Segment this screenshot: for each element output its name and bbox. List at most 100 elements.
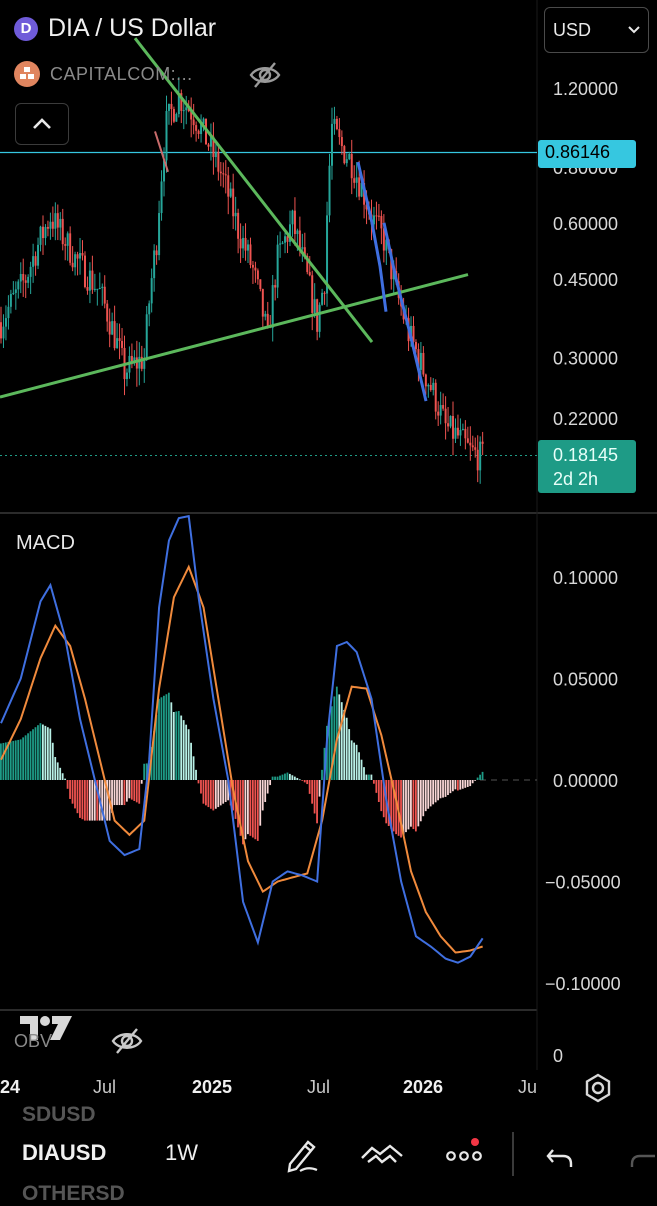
chart-settings-button[interactable]: [583, 1073, 613, 1108]
time-axis[interactable]: 24 Jul 2025 Jul 2026 Ju: [0, 1077, 537, 1097]
hide-indicators-button[interactable]: [248, 58, 282, 97]
macd-histogram-bar: [180, 715, 183, 780]
macd-histogram-bar: [239, 780, 242, 836]
price-candle: [335, 118, 338, 130]
drawing-tools-button[interactable]: [284, 1136, 320, 1179]
macd-histogram-bar: [222, 780, 225, 804]
price-candle: [148, 303, 151, 315]
macd-histogram-bar: [286, 772, 289, 780]
macd-histogram-bar: [249, 780, 252, 836]
macd-histogram-bar: [214, 780, 217, 809]
templates-button[interactable]: [360, 1136, 404, 1179]
price-candle: [456, 427, 459, 436]
price-candle: [217, 151, 220, 172]
price-candle: [469, 442, 472, 446]
symbol-title-row[interactable]: D DIA / US Dollar: [14, 14, 216, 43]
gear-icon: [585, 1073, 611, 1103]
macd-histogram-bar: [266, 780, 269, 794]
macd-histogram-bar: [321, 769, 323, 780]
price-candle: [261, 289, 264, 317]
short-trendline[interactable]: [154, 131, 169, 173]
macd-histogram-bar: [291, 775, 294, 780]
macd-histogram-bar: [155, 714, 158, 780]
price-axis-tick-label: 0.22000: [553, 409, 618, 429]
price-candle: [86, 287, 89, 291]
price-candle: [103, 286, 106, 304]
price-candle: [76, 254, 79, 259]
obv-legend-label: OBV: [14, 1030, 53, 1051]
interval-button[interactable]: 1W: [165, 1140, 198, 1165]
macd-histogram-bar: [34, 727, 37, 780]
macd-histogram-bar: [271, 776, 274, 780]
price-axis[interactable]: 1.200000.800000.600000.450000.300000.220…: [545, 79, 621, 1066]
watchlist-next-symbol[interactable]: OTHERSD: [22, 1182, 125, 1205]
price-candle: [259, 279, 262, 290]
channel-line-upper[interactable]: [356, 161, 388, 312]
macd-histogram-bar: [279, 775, 281, 780]
price-candle: [175, 114, 178, 122]
last-price-value: 0.18145: [553, 444, 619, 465]
price-candle: [54, 213, 57, 229]
price-axis-tick-label: 0.45000: [553, 270, 618, 290]
price-candle: [251, 264, 254, 268]
horizontal-line-price-tag[interactable]: 0.86146: [538, 140, 636, 168]
macd-histogram-bar: [192, 756, 195, 780]
macd-signal-line[interactable]: [0, 564, 483, 954]
price-candle: [150, 278, 153, 304]
macd-histogram-bar: [402, 780, 405, 835]
symbol-button[interactable]: DIAUSD: [22, 1140, 107, 1165]
macd-histogram-bar: [172, 711, 175, 780]
ascending-trendline[interactable]: [0, 273, 469, 399]
collapse-legend-button[interactable]: [15, 103, 69, 145]
price-candle: [321, 292, 324, 305]
data-source-row[interactable]: CAPITALCOM:...: [14, 61, 193, 87]
price-candle: [143, 357, 146, 369]
tradingview-logo-icon: [20, 1016, 72, 1040]
price-candle: [323, 292, 326, 294]
macd-histogram-bar: [308, 780, 311, 794]
watchlist-prev-symbol[interactable]: SDUSD: [22, 1103, 96, 1126]
price-candle: [64, 244, 67, 246]
price-candle: [17, 281, 20, 290]
undo-button[interactable]: [545, 1136, 575, 1179]
macd-histogram-bar: [452, 780, 454, 792]
macd-histogram-bar: [269, 780, 272, 786]
macd-axis-tick-label: −0.05000: [545, 873, 621, 893]
macd-histogram-bar: [274, 776, 276, 780]
macd-histogram-bar: [41, 724, 44, 780]
macd-pane[interactable]: [0, 514, 537, 964]
last-price-tag[interactable]: 0.18145 2d 2h: [538, 440, 636, 493]
macd-histogram-bar: [407, 780, 410, 830]
price-candle: [200, 123, 203, 135]
macd-line[interactable]: [0, 514, 484, 964]
channel-line-lower[interactable]: [382, 222, 428, 402]
macd-histogram-bar: [360, 759, 363, 780]
price-candle: [39, 226, 42, 245]
price-candle: [256, 270, 259, 280]
price-candle: [266, 313, 269, 326]
redo-button[interactable]: [630, 1136, 657, 1179]
macd-histogram-bar: [123, 780, 126, 806]
price-candle: [422, 352, 425, 375]
price-candle: [234, 212, 237, 217]
currency-select[interactable]: USD: [544, 7, 649, 53]
eye-slash-icon[interactable]: [110, 1026, 144, 1056]
macd-histogram-bar: [251, 780, 254, 838]
macd-histogram-bar: [212, 780, 215, 811]
more-button[interactable]: [445, 1136, 485, 1179]
chevron-up-icon: [33, 118, 51, 129]
price-candle: [452, 415, 455, 439]
macd-legend-label[interactable]: MACD: [16, 532, 75, 554]
price-candle: [306, 255, 309, 273]
tradingview-logo[interactable]: [18, 1012, 74, 1047]
price-candle: [429, 384, 432, 391]
obv-legend[interactable]: OBV: [14, 1026, 144, 1056]
descending-trendline[interactable]: [133, 37, 374, 344]
price-candle: [138, 356, 141, 369]
macd-histogram-bar: [224, 780, 227, 802]
macd-histogram-bar: [9, 741, 12, 780]
macd-histogram-bar: [365, 774, 368, 780]
price-candle: [172, 109, 175, 122]
price-pane[interactable]: [0, 37, 537, 484]
